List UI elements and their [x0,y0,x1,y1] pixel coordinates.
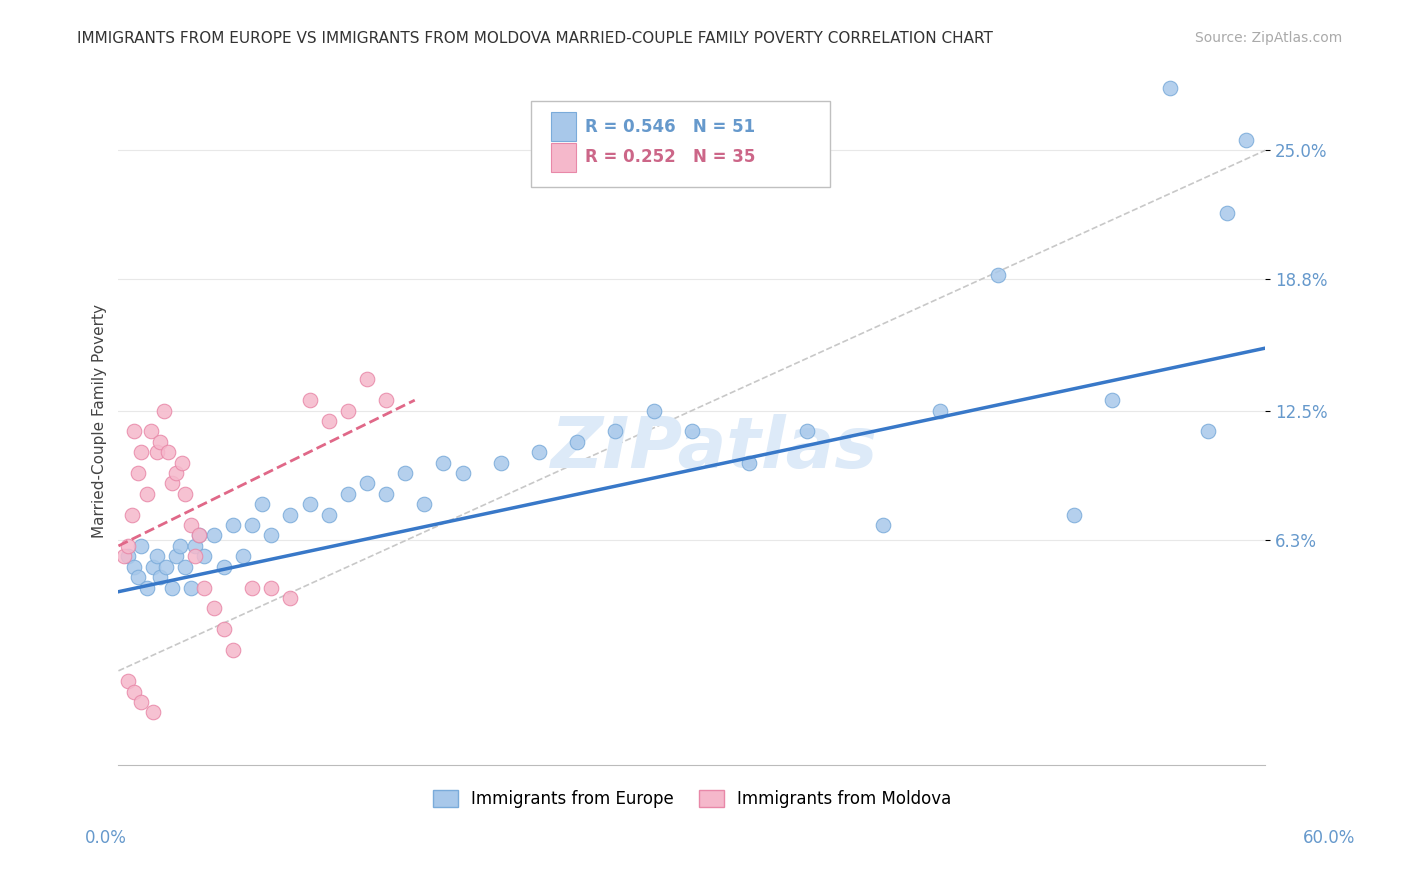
Point [117,674,139,689]
Point [122,425,145,439]
Point [681,425,703,439]
Point [929,403,952,417]
Point [240,581,263,595]
Text: 60.0%: 60.0% [1302,829,1355,847]
Legend: Immigrants from Europe, Immigrants from Moldova: Immigrants from Europe, Immigrants from … [426,783,957,814]
Point [174,559,197,574]
Point [122,559,145,574]
Point [212,559,235,574]
Point [1197,425,1219,439]
Point [149,434,172,449]
Text: R = 0.546   N = 51: R = 0.546 N = 51 [585,118,755,136]
Point [1159,80,1181,95]
Point [298,497,321,511]
Point [165,549,187,564]
Point [187,528,209,542]
Point [180,581,202,595]
Point [127,570,149,584]
Point [260,528,283,542]
Point [160,581,183,595]
Point [413,497,436,511]
Point [356,372,378,386]
Point [160,476,183,491]
Point [987,268,1010,283]
Point [222,518,245,533]
Point [127,466,149,480]
Point [280,508,302,522]
Point [1216,206,1239,220]
Point [356,476,378,491]
Point [184,539,207,553]
Point [157,445,180,459]
Point [139,425,162,439]
Point [112,549,135,564]
Point [193,581,215,595]
Point [170,456,193,470]
Point [136,581,159,595]
Point [240,518,263,533]
Point [567,434,589,449]
Point [117,549,139,564]
Point [336,487,359,501]
Point [149,570,172,584]
Point [605,425,627,439]
FancyBboxPatch shape [551,143,576,171]
Point [250,497,273,511]
Point [1101,393,1123,408]
FancyBboxPatch shape [531,102,830,187]
Point [280,591,302,605]
Point [1234,133,1257,147]
Point [872,518,894,533]
Point [796,425,818,439]
Point [174,487,197,501]
Point [212,622,235,636]
Point [202,601,225,615]
Point [318,508,340,522]
Point [336,403,359,417]
Point [117,539,139,553]
Point [165,466,187,480]
Point [222,643,245,657]
Text: R = 0.252   N = 35: R = 0.252 N = 35 [585,148,755,166]
Point [527,445,550,459]
Point [142,706,165,720]
Text: 0.0%: 0.0% [84,829,127,847]
Point [643,403,665,417]
Point [318,414,340,428]
Point [121,508,143,522]
Point [298,393,321,408]
Point [451,466,474,480]
Point [432,456,454,470]
Point [180,518,202,533]
Point [187,528,209,542]
Point [375,487,398,501]
Point [131,445,153,459]
Point [169,539,191,553]
Point [260,581,283,595]
Point [394,466,416,480]
Point [142,559,165,574]
Point [489,456,512,470]
Point [1063,508,1085,522]
Y-axis label: Married-Couple Family Poverty: Married-Couple Family Poverty [93,304,107,538]
Point [375,393,398,408]
Point [193,549,215,564]
Point [184,549,207,564]
Point [131,695,153,709]
Point [145,445,167,459]
Point [145,549,167,564]
Point [232,549,254,564]
Point [136,487,159,501]
Point [155,559,177,574]
Point [122,684,145,698]
Point [202,528,225,542]
Point [131,539,153,553]
Point [738,456,761,470]
FancyBboxPatch shape [551,112,576,141]
Point [153,403,176,417]
Text: Source: ZipAtlas.com: Source: ZipAtlas.com [1195,31,1343,45]
Text: IMMIGRANTS FROM EUROPE VS IMMIGRANTS FROM MOLDOVA MARRIED-COUPLE FAMILY POVERTY : IMMIGRANTS FROM EUROPE VS IMMIGRANTS FRO… [77,31,993,46]
Text: ZIPatlas: ZIPatlas [551,414,879,483]
